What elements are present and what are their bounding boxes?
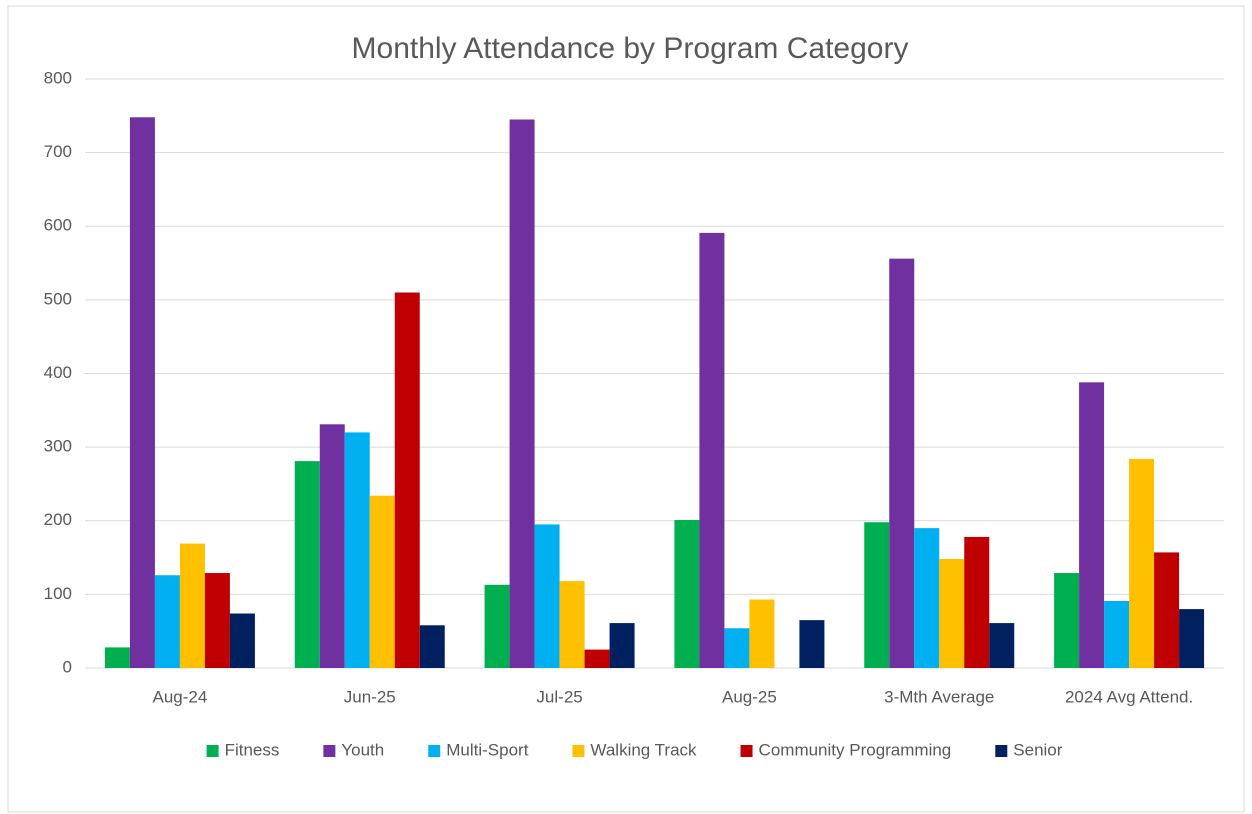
bar (104, 647, 130, 668)
bar (699, 232, 725, 668)
y-tick-label: 0 (63, 657, 72, 676)
legend-swatch (428, 745, 441, 757)
bar (179, 543, 205, 668)
y-tick-label: 600 (44, 216, 72, 235)
legend-swatch (206, 745, 219, 757)
bar (1079, 382, 1105, 668)
legend-label: Walking Track (590, 740, 697, 759)
bar (534, 524, 560, 668)
x-tick-label: Aug-24 (153, 687, 208, 706)
legend-swatch (740, 745, 753, 757)
bar (1054, 573, 1080, 668)
bar (1179, 609, 1205, 668)
legend-swatch (995, 745, 1008, 757)
bar (319, 424, 345, 668)
bar (609, 623, 635, 668)
bar (294, 461, 320, 668)
bar (939, 559, 965, 668)
bar (509, 119, 535, 668)
bar (964, 536, 990, 668)
bar (419, 625, 445, 668)
bar (394, 292, 420, 668)
bar (344, 432, 370, 668)
bar (724, 628, 750, 668)
bar (889, 258, 915, 668)
bar (864, 522, 890, 668)
bar (584, 649, 610, 668)
legend-label: Community Programming (759, 740, 952, 759)
x-tick-label: Jul-25 (536, 687, 582, 706)
x-tick-label: 2024 Avg Attend. (1065, 687, 1193, 706)
bar (204, 573, 230, 668)
bar (914, 528, 940, 668)
legend-label: Senior (1013, 740, 1062, 759)
y-tick-label: 700 (44, 142, 72, 161)
bar (559, 581, 585, 668)
legend-label: Multi-Sport (446, 740, 528, 759)
x-tick-label: Aug-25 (722, 687, 777, 706)
x-tick-label: 3-Mth Average (884, 687, 994, 706)
bar (1104, 601, 1130, 668)
legend-swatch (572, 745, 585, 757)
chart-title: Monthly Attendance by Program Category (352, 32, 909, 65)
legend-label: Youth (341, 740, 384, 759)
bar (154, 575, 180, 668)
y-tick-label: 800 (44, 68, 72, 87)
bar (484, 584, 510, 668)
legend-swatch (323, 745, 336, 757)
bar (674, 520, 700, 668)
y-tick-label: 200 (44, 510, 72, 529)
bar (369, 495, 395, 668)
bar (799, 620, 825, 668)
bar (129, 117, 155, 668)
bar (989, 623, 1015, 668)
y-tick-label: 300 (44, 437, 72, 456)
bar (1129, 458, 1155, 668)
y-tick-label: 500 (44, 289, 72, 308)
y-tick-label: 100 (44, 584, 72, 603)
y-tick-label: 400 (44, 363, 72, 382)
bar (1154, 552, 1180, 668)
legend-label: Fitness (225, 740, 280, 759)
bar (229, 613, 255, 668)
x-tick-label: Jun-25 (344, 687, 396, 706)
bar (749, 599, 775, 668)
chart-border (7, 5, 1245, 813)
